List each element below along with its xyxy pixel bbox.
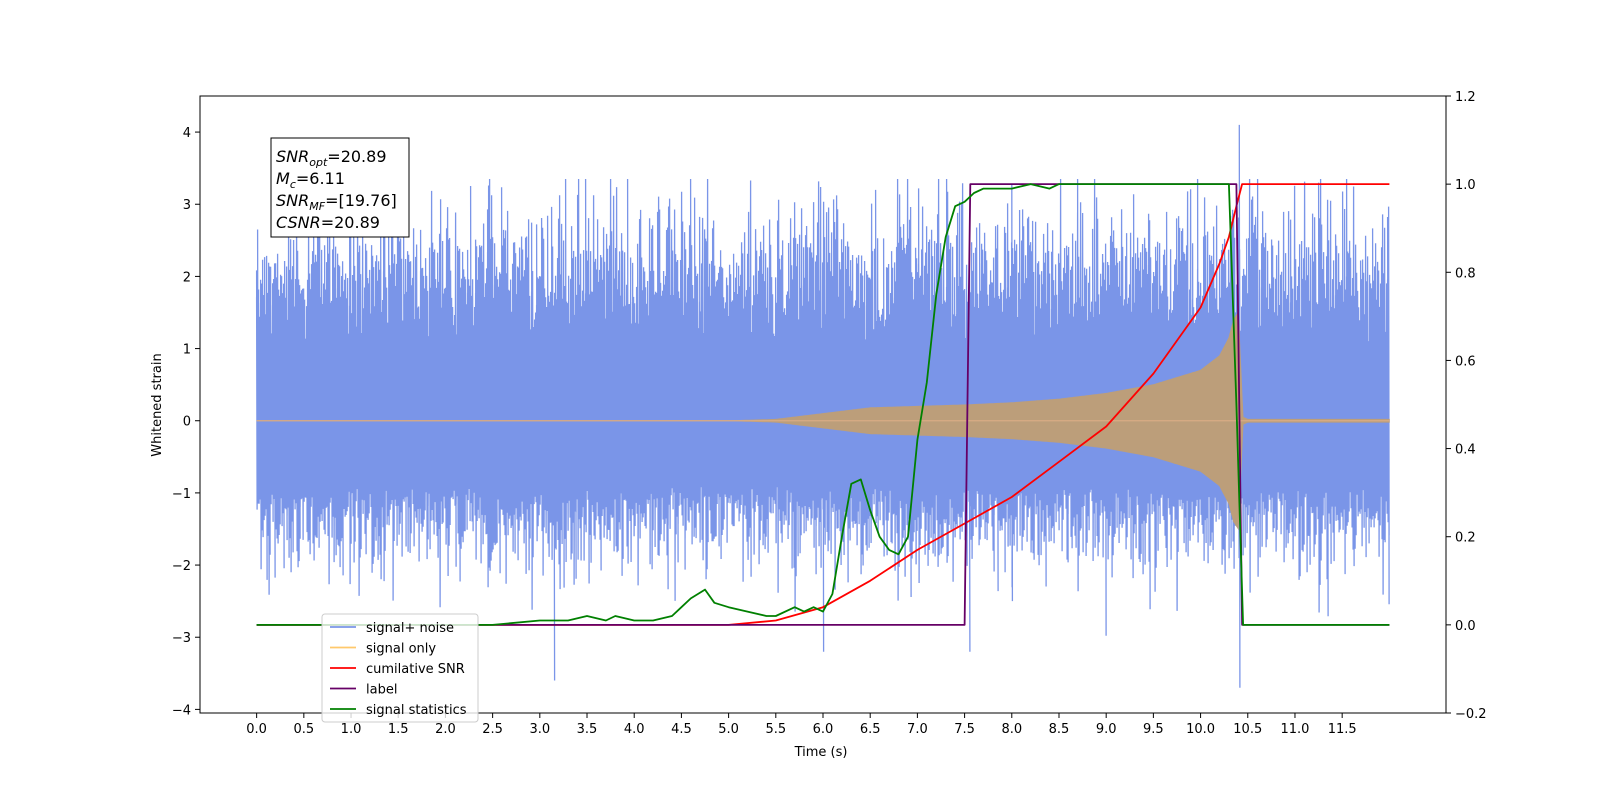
legend-frame [321,613,479,723]
x-tick-label: 4.0 [624,722,645,737]
x-tick-label: 10.0 [1186,722,1215,737]
y-tick-label: 4 [183,126,191,141]
signal-statistics-line [256,183,1390,626]
legend-label: cumilative SNR [366,662,465,677]
y-tick-label: −3 [172,631,191,646]
y-tick-label: −4 [172,703,191,718]
x-tick-label: 5.0 [718,722,739,737]
x-tick-label: 0.5 [293,722,314,737]
x-tick-label: 11.5 [1328,722,1357,737]
x-tick-label: 3.0 [529,722,550,737]
cumilative-snr-line [256,183,1390,626]
x-tick-label: 4.5 [671,722,692,737]
y-tick-label: 1 [183,343,191,358]
legend-label: signal only [366,642,436,657]
y-axis-right: 1.2 1.0 0.8 0.6 0.4 0.2 0.0 −0.2 [1446,90,1487,722]
y2-tick-label: 1.2 [1455,90,1476,105]
y2-tick-label: 0.0 [1455,619,1476,634]
x-tick-label: 9.0 [1096,722,1117,737]
x-tick-label: 7.5 [954,722,975,737]
x-tick-label: 9.5 [1143,722,1164,737]
y2-tick-label: −0.2 [1455,707,1487,722]
x-axis: 0.0 0.5 1.0 1.5 2.0 2.5 3.0 3.5 4.0 4.5 5.0 5.5 6.0 6… [246,713,1357,737]
x-tick-label: 2.5 [482,722,503,737]
legend-label: signal statistics [366,703,467,718]
signal-series [256,311,1390,531]
legend-label: label [366,683,397,698]
x-axis-label: Time (s) [794,745,848,760]
x-tick-label: 2.0 [435,722,456,737]
x-tick-label: 1.0 [341,722,362,737]
y2-tick-label: 0.4 [1455,443,1476,458]
x-tick-label: 7.0 [907,722,928,737]
info-line: SNRMF=[19.76] [276,191,397,213]
info-line: CSNR=20.89 [276,213,380,232]
info-box-frame [270,137,410,238]
y-tick-label: −2 [172,559,191,574]
y2-tick-label: 0.8 [1455,266,1476,281]
y-tick-label: 0 [183,415,191,430]
x-tick-label: 8.0 [1001,722,1022,737]
x-tick-label: 11.0 [1280,722,1309,737]
y-axis-label: Whitened strain [150,353,165,456]
info-line: Mc=6.11 [276,169,345,191]
y2-tick-label: 1.0 [1455,178,1476,193]
y2-tick-label: 0.6 [1455,354,1476,369]
legend: signal+ noise signal only cumilative SNR la… [321,613,479,723]
y-tick-label: 2 [183,270,191,285]
x-tick-label: 1.5 [388,722,409,737]
y-tick-label: −1 [172,487,191,502]
info-line: SNRopt=20.89 [276,147,387,169]
x-tick-label: 3.5 [577,722,598,737]
x-tick-label: 10.5 [1233,722,1262,737]
y-tick-label: 3 [183,198,191,213]
info-box: SNRopt=20.89Mc=6.11SNRMF=[19.76]CSNR=20.… [270,137,410,238]
y2-tick-label: 0.2 [1455,531,1476,546]
x-tick-label: 5.5 [765,722,786,737]
x-tick-label: 6.0 [813,722,834,737]
y-axis-left: 4 3 2 1 0 −1 −2 −3 −4 [172,126,200,718]
x-tick-label: 8.5 [1049,722,1070,737]
line-series-layer [256,183,1390,626]
legend-label: signal+ noise [366,621,454,636]
x-tick-label: 6.5 [860,722,881,737]
x-tick-label: 0.0 [246,722,267,737]
